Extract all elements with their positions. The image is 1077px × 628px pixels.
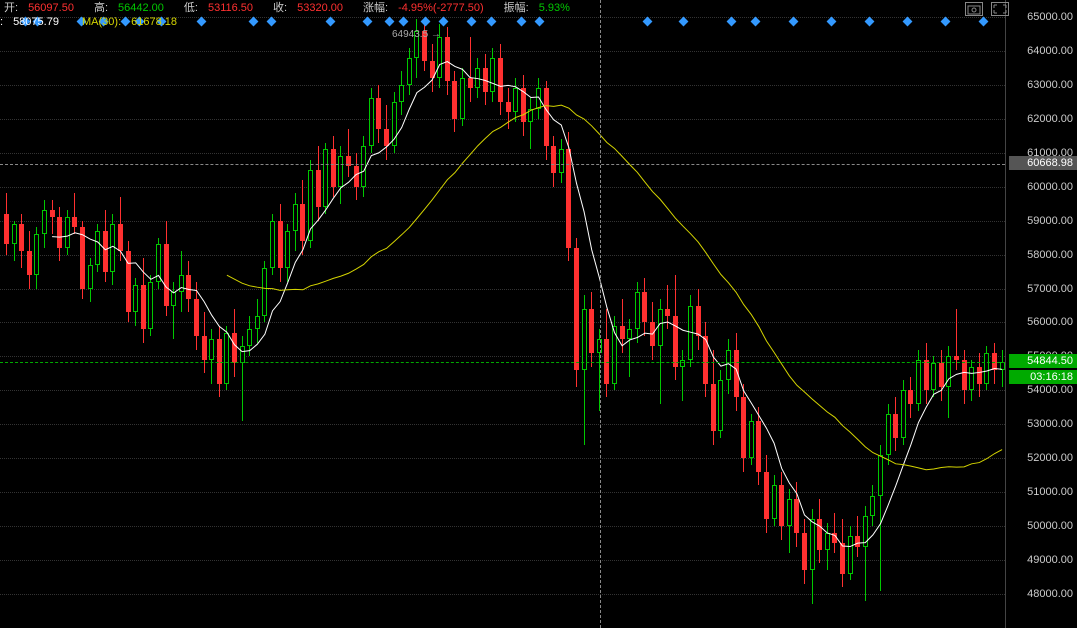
countdown-tag: 03:16:18 xyxy=(1009,370,1077,384)
high-value: 56442.00 xyxy=(118,2,164,14)
close-value: 53320.00 xyxy=(297,2,343,14)
ma7-value: 58075.79 xyxy=(13,16,59,28)
indicator-bar: :58075.79 MA(30): 61678.18 xyxy=(0,16,197,28)
screenshot-icon[interactable] xyxy=(965,2,983,16)
ma30-value: 61678.18 xyxy=(131,16,177,28)
current-price-tag: 54844.50 xyxy=(1009,354,1077,368)
ma7-label: : xyxy=(0,16,3,28)
open-value: 56097.50 xyxy=(28,2,74,14)
price-annotation: 64943.5 → xyxy=(392,29,441,40)
ohlc-bar: 开: 56097.50 高: 56442.00 低: 53116.50 收: 53320… xyxy=(0,0,1077,14)
low-label: 低: xyxy=(184,2,198,14)
y-axis: 48000.0049000.0050000.0051000.0052000.00… xyxy=(1005,0,1077,628)
crosshair-horizontal xyxy=(0,164,1005,165)
fullscreen-icon[interactable] xyxy=(991,2,1009,16)
low-value: 53116.50 xyxy=(208,2,253,14)
open-label: 开: xyxy=(4,2,18,14)
crosshair-price-tag: 60668.98 xyxy=(1009,156,1077,170)
amp-label: 振幅: xyxy=(504,2,529,14)
close-label: 收: xyxy=(273,2,287,14)
ma30-label: MA(30): xyxy=(82,16,121,28)
amp-value: 5.93% xyxy=(539,2,570,14)
high-label: 高: xyxy=(94,2,108,14)
chart-tools xyxy=(965,2,1009,16)
change-value: -4.95%(-2777.50) xyxy=(398,2,484,14)
chart-area[interactable]: 64943.5 → xyxy=(0,0,1005,628)
change-label: 涨幅: xyxy=(363,2,388,14)
current-price-line xyxy=(0,362,1005,363)
crosshair-vertical xyxy=(600,0,601,628)
